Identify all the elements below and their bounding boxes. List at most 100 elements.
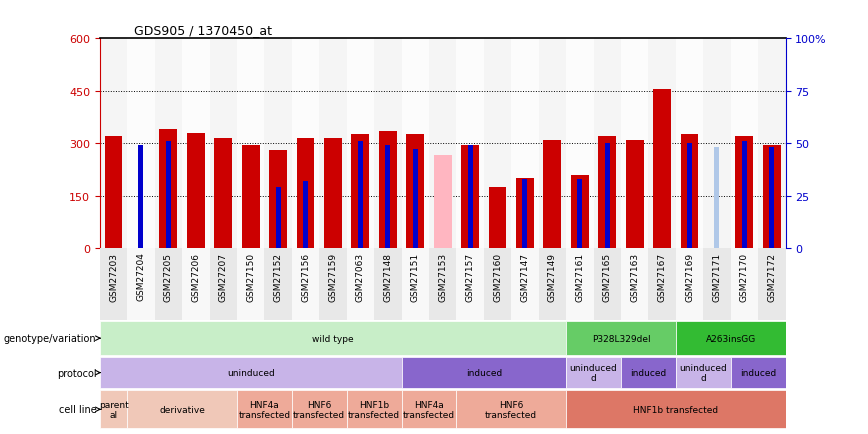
Bar (461, 145, 479, 248)
Bar (742, 141, 746, 248)
Text: GSM27151: GSM27151 (411, 252, 420, 301)
Text: GSM27203: GSM27203 (109, 252, 118, 301)
Text: GSM27147: GSM27147 (521, 252, 529, 301)
Bar (105, 137, 122, 248)
Bar (358, 141, 363, 248)
Bar (605, 144, 609, 248)
Bar (731, 248, 758, 320)
Bar (160, 130, 177, 248)
Bar (598, 137, 616, 248)
Text: HNF1b
transfected: HNF1b transfected (348, 400, 400, 419)
Bar (182, 248, 209, 320)
Bar (758, 248, 786, 320)
Bar (703, 248, 731, 320)
Bar (457, 248, 483, 320)
Bar (352, 135, 369, 248)
Text: protocol: protocol (56, 368, 96, 378)
Text: induced: induced (740, 368, 776, 377)
Bar (516, 179, 534, 248)
Bar (703, 39, 731, 248)
Bar (429, 248, 457, 320)
Text: GSM27157: GSM27157 (465, 252, 475, 301)
Bar (543, 140, 562, 248)
Text: GSM27170: GSM27170 (740, 252, 749, 301)
Bar (714, 148, 720, 248)
Bar (566, 39, 594, 248)
Text: GSM27171: GSM27171 (713, 252, 721, 301)
Bar (237, 248, 265, 320)
Bar (594, 248, 621, 320)
Bar (182, 39, 209, 248)
Bar (769, 148, 774, 248)
Bar (155, 39, 182, 248)
Bar (303, 181, 308, 248)
Bar (434, 156, 451, 248)
Bar (483, 248, 511, 320)
Text: GSM27159: GSM27159 (328, 252, 338, 301)
Bar (237, 39, 265, 248)
Bar (566, 322, 676, 355)
Bar (758, 39, 786, 248)
Bar (324, 138, 342, 248)
Bar (209, 248, 237, 320)
Bar (676, 322, 786, 355)
Bar (468, 146, 472, 248)
Bar (457, 39, 483, 248)
Text: GSM27160: GSM27160 (493, 252, 502, 301)
Bar (406, 135, 424, 248)
Bar (100, 390, 128, 428)
Text: HNF4a
transfected: HNF4a transfected (239, 400, 291, 419)
Bar (648, 39, 676, 248)
Bar (379, 132, 397, 248)
Bar (128, 390, 237, 428)
Text: GSM27163: GSM27163 (630, 252, 639, 301)
Bar (676, 39, 703, 248)
Bar (402, 357, 566, 388)
Bar (237, 390, 292, 428)
Bar (100, 357, 402, 388)
Bar (626, 140, 643, 248)
Bar (648, 248, 676, 320)
Bar (483, 39, 511, 248)
Bar (566, 248, 594, 320)
Bar (735, 137, 753, 248)
Bar (385, 146, 391, 248)
Text: GSM27161: GSM27161 (575, 252, 584, 301)
Text: parent
al: parent al (99, 400, 128, 419)
Bar (687, 144, 692, 248)
Bar (319, 39, 346, 248)
Text: GSM27169: GSM27169 (685, 252, 694, 301)
Text: A263insGG: A263insGG (706, 334, 756, 343)
Text: HNF4a
transfected: HNF4a transfected (403, 400, 455, 419)
Bar (139, 146, 143, 248)
Bar (402, 248, 429, 320)
Bar (539, 248, 566, 320)
Text: GSM27150: GSM27150 (247, 252, 255, 301)
Bar (292, 39, 319, 248)
Bar (566, 390, 786, 428)
Text: GSM27152: GSM27152 (273, 252, 283, 301)
Bar (763, 145, 780, 248)
Bar (242, 145, 260, 248)
Bar (539, 39, 566, 248)
Bar (374, 248, 402, 320)
Bar (346, 39, 374, 248)
Bar (681, 135, 699, 248)
Text: GSM27149: GSM27149 (548, 252, 557, 301)
Text: GSM27156: GSM27156 (301, 252, 310, 301)
Text: GSM27172: GSM27172 (767, 252, 776, 301)
Bar (413, 150, 418, 248)
Bar (292, 390, 346, 428)
Bar (489, 187, 506, 248)
Bar (511, 39, 539, 248)
Bar (577, 179, 582, 248)
Bar (523, 179, 528, 248)
Bar (402, 390, 457, 428)
Text: GSM27148: GSM27148 (384, 252, 392, 301)
Text: HNF6
transfected: HNF6 transfected (485, 400, 537, 419)
Bar (676, 357, 731, 388)
Text: GSM27206: GSM27206 (191, 252, 201, 301)
Text: GSM27205: GSM27205 (164, 252, 173, 301)
Text: cell line: cell line (59, 404, 96, 414)
Text: HNF1b transfected: HNF1b transfected (634, 405, 719, 414)
